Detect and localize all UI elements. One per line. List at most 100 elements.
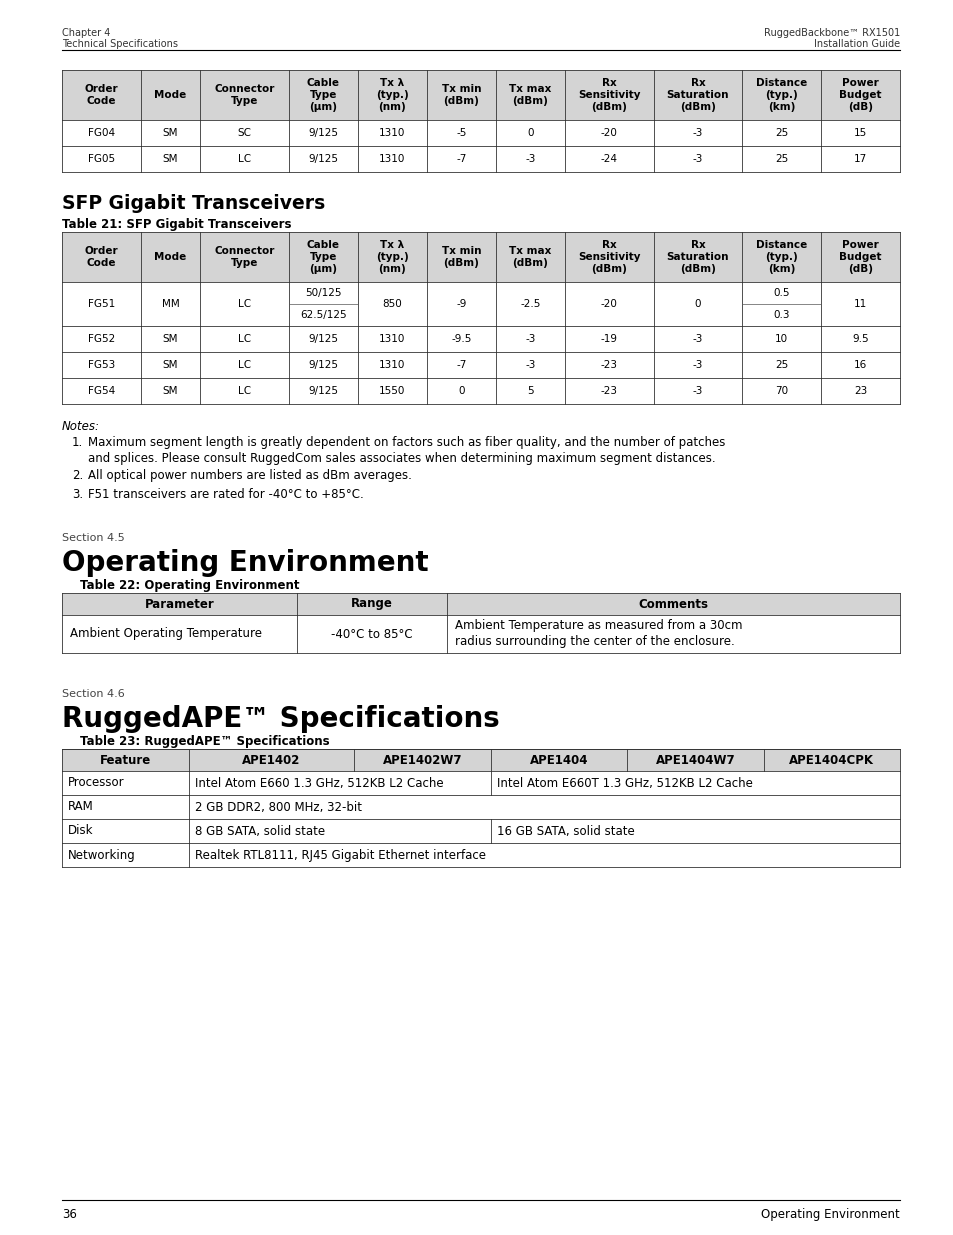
Text: Installation Guide: Installation Guide: [813, 40, 899, 49]
Text: SM: SM: [163, 128, 178, 138]
Text: Ambient Temperature as measured from a 30cm
radius surrounding the center of the: Ambient Temperature as measured from a 3…: [455, 620, 742, 648]
Text: 2 GB DDR2, 800 MHz, 32-bit: 2 GB DDR2, 800 MHz, 32-bit: [194, 800, 361, 814]
Text: Distance
(typ.)
(km): Distance (typ.) (km): [756, 78, 806, 112]
Text: 23: 23: [853, 387, 866, 396]
Text: 9/125: 9/125: [308, 333, 338, 345]
Text: 17: 17: [853, 154, 866, 164]
Text: APE1404CPK: APE1404CPK: [788, 753, 873, 767]
Text: LC: LC: [237, 154, 251, 164]
Text: 36: 36: [62, 1208, 77, 1221]
Text: -3: -3: [524, 333, 535, 345]
Text: 9/125: 9/125: [308, 128, 338, 138]
Text: APE1402W7: APE1402W7: [382, 753, 462, 767]
Text: Range: Range: [351, 598, 393, 610]
Text: -3: -3: [524, 154, 535, 164]
Text: SC: SC: [237, 128, 252, 138]
Text: 1310: 1310: [378, 333, 405, 345]
Text: 0: 0: [694, 299, 700, 309]
Text: RAM: RAM: [68, 800, 93, 814]
Text: Table 23: RuggedAPE™ Specifications: Table 23: RuggedAPE™ Specifications: [80, 735, 330, 748]
Text: Rx
Sensitivity
(dBm): Rx Sensitivity (dBm): [578, 240, 639, 274]
Bar: [62, 748, 899, 771]
Text: Mode: Mode: [154, 90, 187, 100]
Text: -24: -24: [600, 154, 617, 164]
Text: Order
Code: Order Code: [85, 246, 118, 268]
Text: Rx
Saturation
(dBm): Rx Saturation (dBm): [666, 240, 728, 274]
Text: LC: LC: [237, 387, 251, 396]
Text: Tx λ
(typ.)
(nm): Tx λ (typ.) (nm): [375, 240, 408, 274]
Bar: [62, 232, 899, 282]
Text: -3: -3: [692, 128, 702, 138]
Text: -23: -23: [600, 359, 617, 370]
Text: LC: LC: [237, 333, 251, 345]
Text: Tx min
(dBm): Tx min (dBm): [441, 246, 480, 268]
Text: Maximum segment length is greatly dependent on factors such as fiber quality, an: Maximum segment length is greatly depend…: [88, 436, 724, 466]
Text: FG51: FG51: [88, 299, 115, 309]
Text: 850: 850: [382, 299, 402, 309]
Text: -19: -19: [600, 333, 617, 345]
Text: 1550: 1550: [378, 387, 405, 396]
Text: 9/125: 9/125: [308, 387, 338, 396]
Text: FG04: FG04: [88, 128, 115, 138]
Text: Tx max
(dBm): Tx max (dBm): [509, 84, 551, 106]
Text: Networking: Networking: [68, 848, 135, 862]
Text: Comments: Comments: [639, 598, 708, 610]
Text: 2.: 2.: [71, 469, 83, 482]
Text: -3: -3: [692, 387, 702, 396]
Text: Section 4.6: Section 4.6: [62, 689, 125, 699]
Text: Rx
Saturation
(dBm): Rx Saturation (dBm): [666, 78, 728, 112]
Text: Feature: Feature: [100, 753, 151, 767]
Text: FG54: FG54: [88, 387, 115, 396]
Text: SM: SM: [163, 333, 178, 345]
Text: Chapter 4: Chapter 4: [62, 28, 111, 38]
Text: SFP Gigabit Transceivers: SFP Gigabit Transceivers: [62, 194, 325, 212]
Text: 25: 25: [774, 154, 787, 164]
Text: Connector
Type: Connector Type: [214, 246, 274, 268]
Text: Mode: Mode: [154, 252, 187, 262]
Text: -9.5: -9.5: [451, 333, 471, 345]
Text: SM: SM: [163, 154, 178, 164]
Text: RuggedBackbone™ RX1501: RuggedBackbone™ RX1501: [763, 28, 899, 38]
Text: -3: -3: [692, 359, 702, 370]
Text: -7: -7: [456, 359, 466, 370]
Text: Power
Budget
(dB): Power Budget (dB): [839, 240, 881, 274]
Text: 9/125: 9/125: [308, 359, 338, 370]
Text: 10: 10: [775, 333, 787, 345]
Text: 25: 25: [774, 128, 787, 138]
Text: Notes:: Notes:: [62, 420, 100, 433]
Text: Cable
Type
(μm): Cable Type (μm): [307, 78, 339, 112]
Text: 11: 11: [853, 299, 866, 309]
Text: SM: SM: [163, 387, 178, 396]
Text: -3: -3: [692, 333, 702, 345]
Text: 0: 0: [526, 128, 533, 138]
Text: -40°C to 85°C: -40°C to 85°C: [331, 627, 413, 641]
Text: 1310: 1310: [378, 128, 405, 138]
Text: 16: 16: [853, 359, 866, 370]
Text: 62.5/125: 62.5/125: [299, 310, 346, 320]
Text: All optical power numbers are listed as dBm averages.: All optical power numbers are listed as …: [88, 469, 412, 482]
Bar: [62, 593, 899, 615]
Text: Order
Code: Order Code: [85, 84, 118, 106]
Text: 3.: 3.: [71, 488, 83, 501]
Text: Intel Atom E660T 1.3 GHz, 512KB L2 Cache: Intel Atom E660T 1.3 GHz, 512KB L2 Cache: [497, 777, 752, 789]
Text: 9.5: 9.5: [851, 333, 868, 345]
Text: 1310: 1310: [378, 359, 405, 370]
Text: -23: -23: [600, 387, 617, 396]
Text: FG05: FG05: [88, 154, 115, 164]
Text: FG52: FG52: [88, 333, 115, 345]
Text: 16 GB SATA, solid state: 16 GB SATA, solid state: [497, 825, 634, 837]
Text: Parameter: Parameter: [144, 598, 214, 610]
Text: APE1402: APE1402: [242, 753, 300, 767]
Text: Operating Environment: Operating Environment: [62, 550, 428, 577]
Text: Table 22: Operating Environment: Table 22: Operating Environment: [80, 579, 299, 592]
Text: Tx λ
(typ.)
(nm): Tx λ (typ.) (nm): [375, 78, 408, 112]
Text: 25: 25: [774, 359, 787, 370]
Text: Disk: Disk: [68, 825, 93, 837]
Text: Ambient Operating Temperature: Ambient Operating Temperature: [70, 627, 262, 641]
Text: Table 21: SFP Gigabit Transceivers: Table 21: SFP Gigabit Transceivers: [62, 219, 292, 231]
Text: 1.: 1.: [71, 436, 83, 450]
Text: Connector
Type: Connector Type: [214, 84, 274, 106]
Text: Tx max
(dBm): Tx max (dBm): [509, 246, 551, 268]
Text: F51 transceivers are rated for -40°C to +85°C.: F51 transceivers are rated for -40°C to …: [88, 488, 363, 501]
Text: RuggedAPE™ Specifications: RuggedAPE™ Specifications: [62, 705, 499, 734]
